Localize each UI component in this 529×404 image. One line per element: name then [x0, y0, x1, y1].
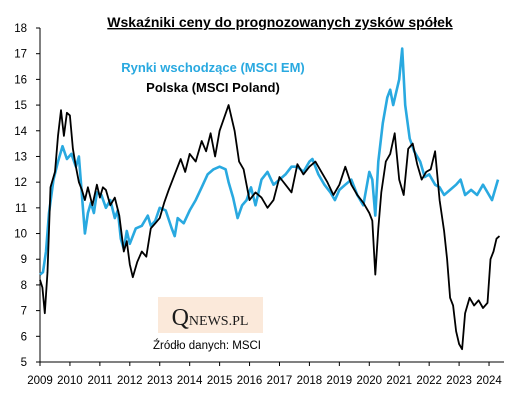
x-tick-label-2019: 2019 [327, 375, 353, 387]
source-note: Źródło danych: MSCI [153, 339, 261, 352]
x-tick-label-2020: 2020 [356, 375, 382, 387]
y-tick-label-6: 6 [21, 331, 27, 343]
x-tick-label-2022: 2022 [416, 375, 442, 387]
x-tick-label-2024: 2024 [476, 375, 502, 387]
y-tick-label-16: 16 [14, 74, 27, 86]
y-tick-label-14: 14 [14, 126, 27, 138]
y-tick-label-12: 12 [14, 177, 27, 189]
legend-entry-msci-em: Rynki wschodzące (MSCI EM) [121, 60, 304, 75]
chart-title: Wskaźniki ceny do prognozowanych zysków … [107, 14, 453, 30]
logo-text: QNEWS.PL [172, 305, 249, 331]
x-tick-label-2017: 2017 [267, 375, 293, 387]
y-tick-label-5: 5 [21, 357, 27, 369]
y-tick-label-10: 10 [14, 229, 27, 241]
legend-entry-msci-poland: Polska (MSCI Poland) [146, 80, 280, 95]
x-tick-label-2023: 2023 [446, 375, 472, 387]
x-tick-label-2021: 2021 [386, 375, 412, 387]
x-tick-label-2012: 2012 [117, 375, 143, 387]
series-lines [39, 47, 501, 351]
x-axis-ticks: 2009 2010 2011 2012 2013 2014 2015 2016 2017 2018… [27, 362, 502, 387]
series-line-msci-poland [39, 104, 501, 351]
y-tick-label-15: 15 [14, 100, 27, 112]
y-tick-label-7: 7 [21, 306, 27, 318]
y-tick-label-18: 18 [14, 23, 27, 35]
y-tick-label-11: 11 [15, 203, 27, 215]
x-tick-label-2010: 2010 [57, 375, 83, 387]
x-tick-label-2014: 2014 [177, 375, 203, 387]
y-tick-label-13: 13 [14, 151, 27, 163]
x-tick-label-2015: 2015 [207, 375, 233, 387]
qnews-logo: QNEWS.PL [158, 297, 263, 333]
x-tick-label-2011: 2011 [88, 375, 113, 387]
y-tick-label-17: 17 [14, 49, 27, 61]
logo-background [158, 297, 263, 333]
x-tick-label-2013: 2013 [147, 375, 173, 387]
y-axis-ticks: 5 6 7 8 9 10 11 12 13 14 15 16 17 18 [14, 23, 40, 369]
y-tick-label-9: 9 [21, 254, 27, 266]
x-tick-label-2018: 2018 [297, 375, 323, 387]
y-tick-label-8: 8 [21, 280, 27, 292]
x-tick-label-2016: 2016 [237, 375, 263, 387]
x-tick-label-2009: 2009 [27, 375, 53, 387]
